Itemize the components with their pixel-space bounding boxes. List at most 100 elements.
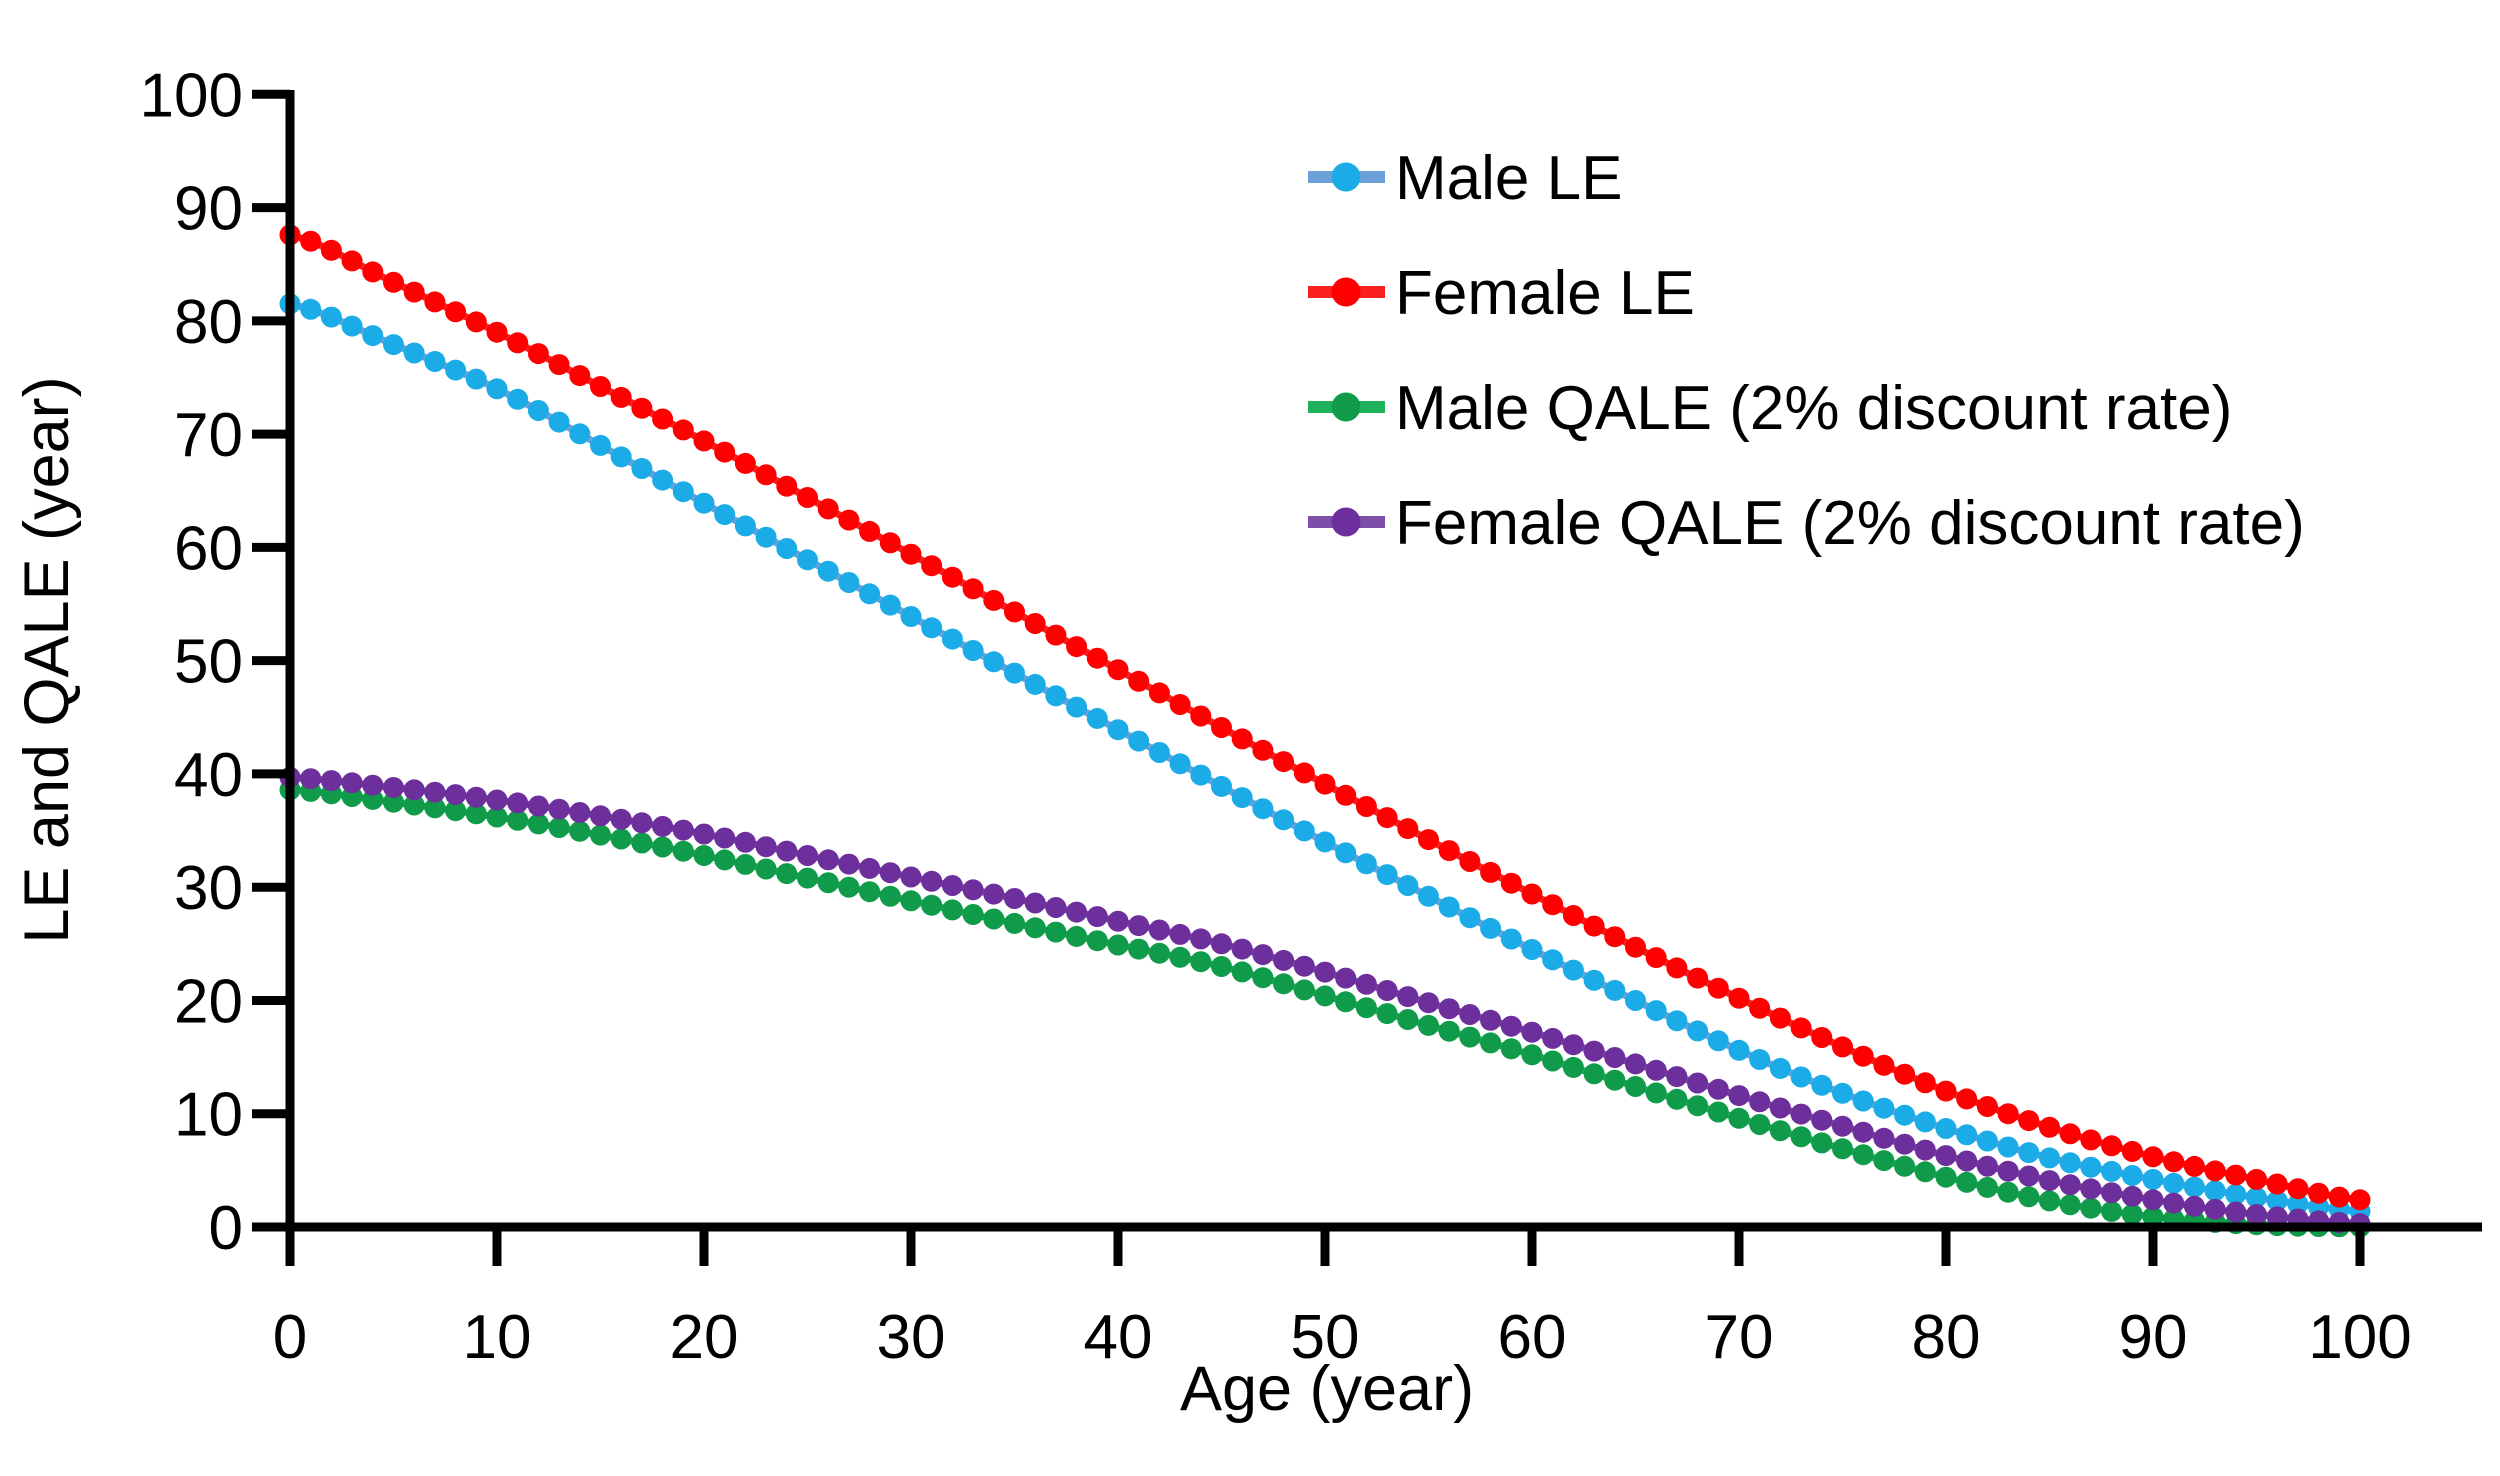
data-point-marker [2163,1192,2185,1214]
data-point-marker [838,876,860,898]
data-point-marker [1562,1056,1584,1078]
data-point-marker [1707,1101,1729,1123]
data-point-marker [672,481,694,503]
y-tick-label: 40 [174,741,243,810]
data-point-marker [962,578,984,600]
data-point-marker [1335,784,1357,806]
data-point-marker [1583,969,1605,991]
data-point-marker [1293,820,1315,842]
data-point-marker [1376,980,1398,1001]
data-point-marker [2204,1198,2226,1220]
data-point-marker [1418,885,1439,907]
data-point-marker [921,870,943,892]
data-point-marker [1293,762,1315,784]
data-point-marker [1873,1054,1895,1076]
data-point-marker [2039,1190,2060,1212]
x-tick-label: 40 [1084,1303,1153,1372]
data-point-marker [1086,707,1108,729]
y-axis-ticks [252,89,290,1232]
data-point-marker [1997,1181,2019,1203]
data-point-marker [1169,923,1191,945]
data-point-marker [465,368,487,390]
data-point-marker [1397,818,1419,840]
data-point-marker [1976,1130,1998,1152]
data-point-marker [1252,967,1274,989]
data-point-marker [962,640,984,661]
data-point-marker [1894,1063,1916,1085]
data-point-marker [383,791,404,813]
data-point-marker [507,792,529,814]
data-point-marker [2287,1193,2309,1215]
data-point-marker [2328,1186,2350,1208]
data-point-marker [403,342,425,364]
data-point-marker [817,872,839,894]
data-point-marker [2059,1194,2081,1216]
x-tick-label: 30 [877,1303,946,1372]
data-point-marker [1066,696,1088,718]
data-point-marker [776,840,798,862]
data-point-marker [1148,742,1170,763]
data-point-marker [527,400,549,421]
data-point-marker [320,239,342,261]
data-point-marker [1148,942,1170,964]
data-point-marker [2204,1160,2226,1182]
data-point-marker [2121,1165,2143,1186]
data-point-marker [1231,938,1253,960]
data-point-marker [652,815,674,837]
data-point-marker [1604,979,1626,1001]
data-point-marker [1107,719,1129,741]
data-point-marker [1749,1049,1771,1070]
data-point-marker [859,881,881,903]
series-female-qale-discount-rate [279,766,2371,1235]
data-point-marker [1666,957,1688,979]
data-point-marker [590,434,611,456]
data-point-marker [1397,986,1419,1008]
data-point-marker [424,291,446,313]
x-tick-label: 70 [1705,1303,1774,1372]
data-point-marker [1873,1097,1895,1119]
data-point-marker [1190,764,1212,786]
data-point-marker [838,853,860,875]
data-point-marker [672,840,694,862]
data-point-marker [1107,934,1129,956]
data-point-marker [1314,961,1336,983]
data-point-marker [1976,1096,1998,1117]
data-point-marker [300,230,322,252]
data-point-marker [1024,892,1046,914]
data-point-marker [1252,739,1274,761]
data-point-marker [734,452,756,474]
data-point-marker [755,858,777,880]
data-point-marker [1832,1115,1853,1137]
data-point-marker [1314,831,1336,853]
data-point-marker [2018,1186,2040,1208]
data-point-marker [1004,888,1025,909]
data-point-marker [1707,1078,1729,1100]
data-point-marker [1231,728,1253,750]
data-point-marker [362,261,384,283]
data-point-marker [507,388,529,410]
data-point-marker [1459,1026,1481,1048]
data-point-marker [610,808,632,830]
data-point-marker [1024,613,1046,634]
data-point-marker [1335,842,1357,864]
data-point-marker [1976,1176,1998,1198]
y-tick-label: 0 [209,1194,243,1263]
data-point-marker [941,875,963,896]
y-axis-tick-labels: 0 10 20 30 40 50 60 70 80 90 100 [140,61,243,1263]
data-point-marker [383,334,404,356]
data-point-marker [2246,1187,2267,1208]
data-point-marker [1852,1121,1874,1143]
data-point-marker [2080,1129,2102,1151]
data-point-marker [1645,1000,1667,1022]
data-point-marker [1935,1145,1957,1167]
data-point-marker [1128,730,1150,752]
data-point-marker [879,532,901,554]
data-point-marker [1045,685,1067,707]
data-point-marker [1231,787,1253,809]
data-point-marker [962,904,984,925]
data-point-marker [1128,670,1150,692]
data-point-marker [1542,949,1564,971]
data-point-marker [1625,1076,1646,1097]
data-point-marker [1542,894,1564,916]
data-point-marker [1521,1021,1543,1043]
